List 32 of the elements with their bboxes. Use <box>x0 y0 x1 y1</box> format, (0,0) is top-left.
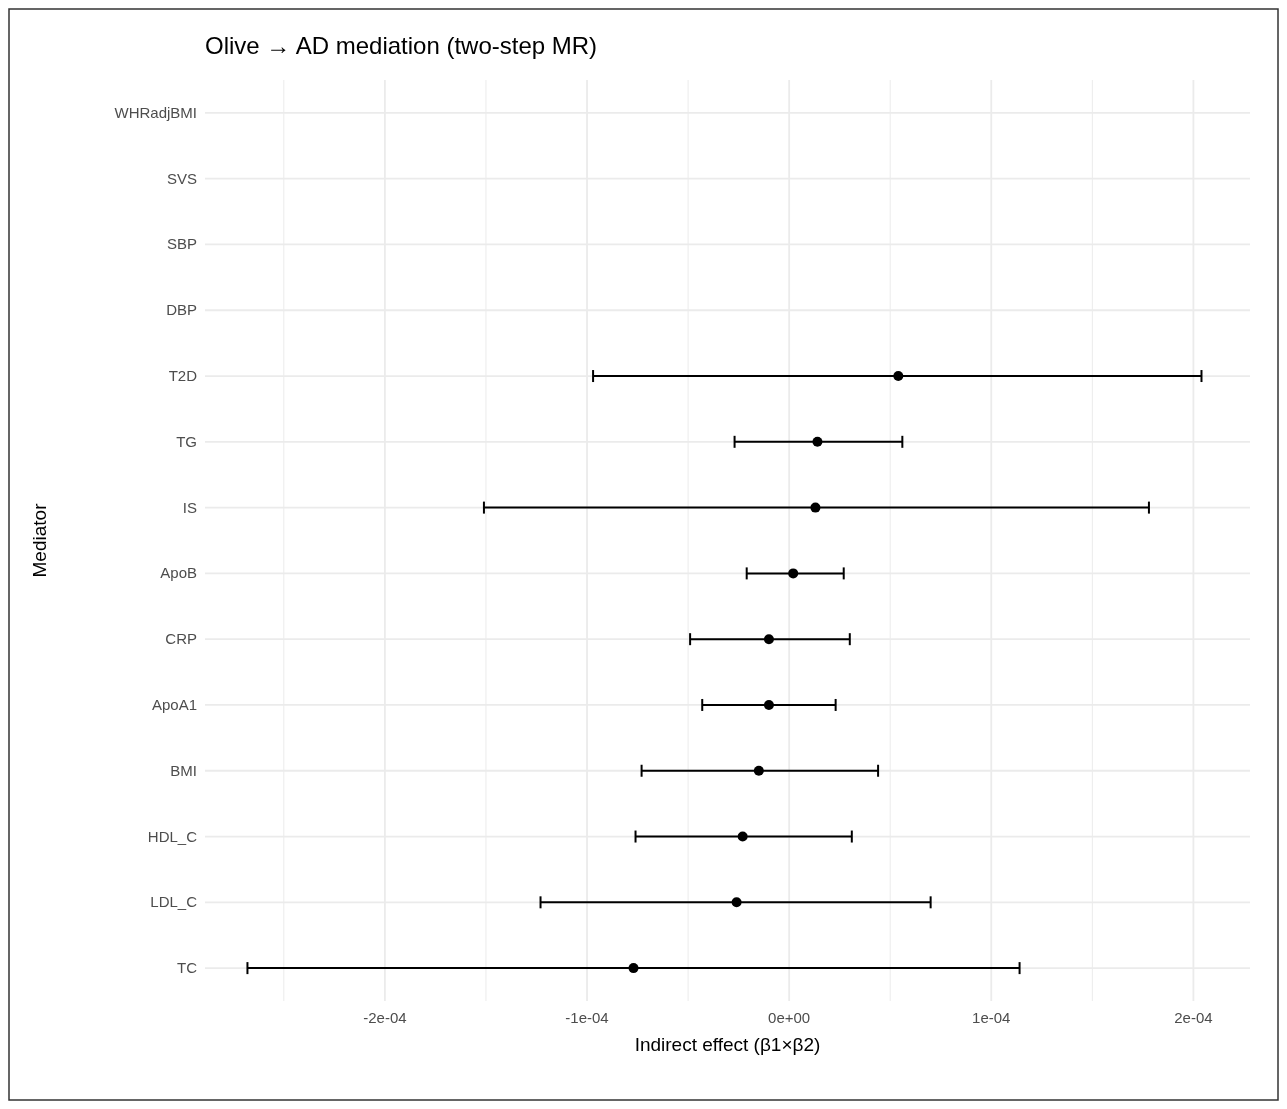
point <box>737 831 748 842</box>
y-tick-label: TC <box>177 959 198 977</box>
point <box>810 502 821 513</box>
point <box>628 963 639 974</box>
x-axis-title: Indirect effect (β1×β2) <box>634 1034 821 1055</box>
y-tick-label: DBP <box>166 301 197 319</box>
x-tick-label: 1e-04 <box>972 1009 1011 1026</box>
point <box>893 371 904 382</box>
point <box>731 897 742 908</box>
x-tick-label: -2e-04 <box>363 1009 407 1026</box>
y-tick-label: WHRadjBMI <box>114 103 197 121</box>
point <box>788 568 799 579</box>
x-tick-label: 0e+00 <box>768 1009 811 1026</box>
point <box>753 765 764 776</box>
y-tick-label: TG <box>176 432 197 450</box>
y-tick-label: ApoA1 <box>151 695 197 713</box>
chart-title: Olive → AD mediation (two-step MR) <box>205 32 598 59</box>
x-tick-label: -1e-04 <box>565 1009 609 1026</box>
y-tick-label: SBP <box>166 235 197 253</box>
y-tick-label: SVS <box>166 169 197 187</box>
point <box>812 436 823 447</box>
y-tick-label: ApoB <box>160 564 197 582</box>
x-tick-label: 2e-04 <box>1174 1009 1213 1026</box>
y-tick-label: T2D <box>168 367 198 385</box>
y-tick-label: HDL_C <box>147 827 198 845</box>
y-tick-label: CRP <box>165 630 197 648</box>
y-tick-label: BMI <box>170 761 197 779</box>
y-axis-title: Mediator <box>29 502 50 578</box>
y-tick-label: IS <box>182 498 197 516</box>
point <box>763 634 774 645</box>
y-tick-label: LDL_C <box>150 893 198 911</box>
point <box>763 699 774 710</box>
